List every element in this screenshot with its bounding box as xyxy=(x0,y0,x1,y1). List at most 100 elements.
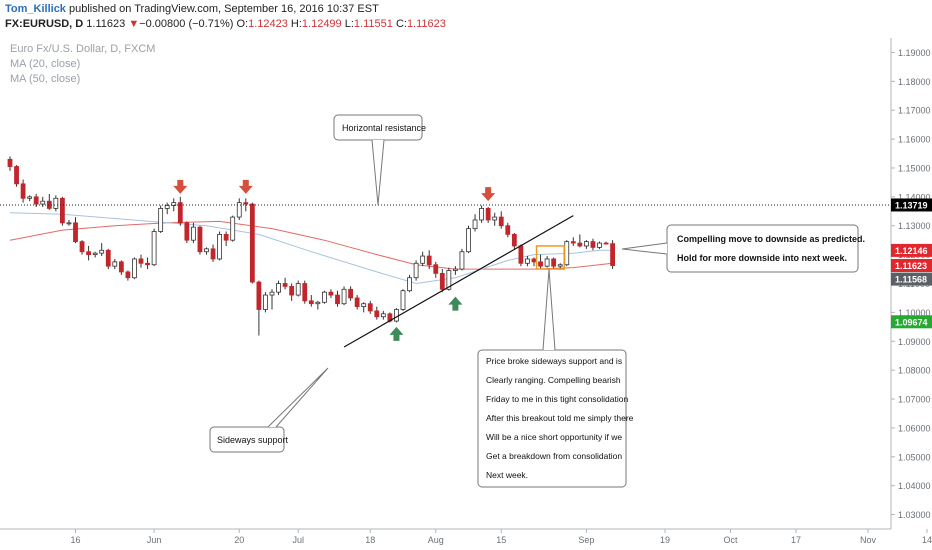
time-tick-label: Jun xyxy=(147,535,162,545)
candle-body xyxy=(446,270,452,290)
candle-body xyxy=(466,228,471,253)
low-label: L: xyxy=(344,18,354,30)
candle xyxy=(14,165,19,187)
candle xyxy=(341,286,347,306)
price-badge-close: 1.11623 xyxy=(891,259,932,273)
instrument-legend[interactable]: Euro Fx/U.S. Dollar, D, FXCM xyxy=(10,43,156,55)
candle-body xyxy=(236,202,242,218)
candle xyxy=(249,202,255,284)
candle-body xyxy=(79,241,85,253)
candle-body xyxy=(243,202,249,205)
candle xyxy=(79,240,85,255)
candle-body xyxy=(73,222,78,243)
price-tick-label: 1.17000 xyxy=(898,106,931,116)
candle-body xyxy=(197,226,203,253)
candle-body xyxy=(544,258,550,267)
candle xyxy=(53,195,59,212)
price-badge-resistance: 1.13719 xyxy=(891,198,932,212)
candle-body xyxy=(46,200,52,209)
time-tick-label: Oct xyxy=(723,535,738,545)
candle xyxy=(564,240,570,267)
candle-body xyxy=(177,202,183,224)
candle xyxy=(282,277,288,290)
candle-body xyxy=(158,208,164,232)
change-arrow-icon: ▼ xyxy=(128,18,140,30)
candle-body xyxy=(20,183,26,199)
price-tick-label: 1.07000 xyxy=(898,395,931,405)
candle-body xyxy=(33,196,39,205)
resistance-callout-pointer xyxy=(371,139,385,206)
candle xyxy=(413,260,419,281)
candle xyxy=(230,215,236,242)
candle-body xyxy=(439,272,445,290)
time-tick-label: Sep xyxy=(578,535,594,545)
ma20-layer xyxy=(9,212,613,285)
candle-body xyxy=(263,294,268,310)
price-badge-bg xyxy=(891,198,932,212)
price-tick-label: 1.08000 xyxy=(898,366,931,376)
candle xyxy=(472,214,478,232)
time-tick-label: 17 xyxy=(791,535,801,545)
candle-body xyxy=(341,288,347,305)
candle xyxy=(158,205,164,233)
candle xyxy=(498,211,504,229)
downside-callout-text: Compelling move to downside as predicted… xyxy=(677,234,865,244)
up-arrow-icon xyxy=(389,326,404,341)
ma20-legend[interactable]: MA (20, close) xyxy=(10,58,81,70)
candle-body xyxy=(374,310,380,318)
candle xyxy=(223,231,229,246)
downside-callout-pointer xyxy=(621,242,668,255)
time-axis[interactable]: 16 Jun 20 Jul 18 Aug 15 Sep 19 Oct 17 Nov 14 xyxy=(70,529,932,545)
candle-body xyxy=(308,300,314,305)
candle xyxy=(374,306,380,320)
candle xyxy=(597,241,602,249)
author-link[interactable]: Tom_Killick xyxy=(5,3,66,15)
price-badge-label: 1.09674 xyxy=(895,317,928,327)
up-arrow-icon xyxy=(448,296,463,311)
candle xyxy=(86,245,91,261)
candle-body xyxy=(328,291,334,296)
candle xyxy=(138,254,144,268)
resistance-callout-text: Horizontal resistance xyxy=(342,123,426,133)
candle xyxy=(420,251,426,267)
candle xyxy=(570,237,576,246)
change-value: −0.00800 (−0.71%) xyxy=(139,18,234,30)
candle-body xyxy=(577,242,583,247)
candle xyxy=(603,241,609,245)
candle-body xyxy=(105,249,111,267)
consolidation-callout-text: Friday to me in this tight consolidation xyxy=(486,394,628,404)
candle-body xyxy=(184,222,190,241)
close-value: 1.11623 xyxy=(406,18,446,30)
candle-body xyxy=(590,241,596,248)
price-badges: 1.13719 1.12146 1.11623 1.11568 1.09674 xyxy=(891,198,932,329)
candle-body xyxy=(597,242,602,248)
candle xyxy=(394,308,399,323)
candle xyxy=(20,179,26,203)
candle-body xyxy=(525,258,530,264)
candle xyxy=(551,257,557,270)
ma50-legend[interactable]: MA (50, close) xyxy=(10,73,81,85)
support-callout: Sideways support xyxy=(209,367,329,453)
candle xyxy=(505,222,511,238)
candle-body xyxy=(66,222,72,225)
candle-body xyxy=(413,262,419,279)
candle xyxy=(112,258,118,270)
candle xyxy=(361,302,367,313)
candle-body xyxy=(505,225,511,235)
price-badge-ma20: 1.11568 xyxy=(891,272,932,286)
candle xyxy=(27,195,33,202)
candle xyxy=(426,250,432,270)
candle xyxy=(46,193,52,210)
candle xyxy=(544,256,550,268)
price-tick-label: 1.19000 xyxy=(898,48,931,58)
candle-body xyxy=(551,258,557,267)
candle xyxy=(118,260,124,275)
time-tick-label: 16 xyxy=(70,535,80,545)
candle-body xyxy=(433,264,439,274)
down-arrow-icon xyxy=(173,179,188,194)
candle-body xyxy=(112,261,118,267)
publish-text: published on TradingView.com, September … xyxy=(65,3,379,15)
candle xyxy=(236,198,242,220)
